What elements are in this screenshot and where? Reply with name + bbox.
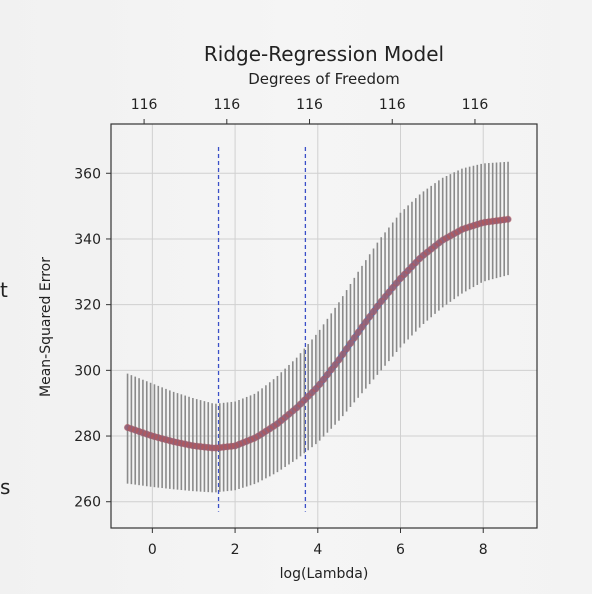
mse-point <box>319 375 328 384</box>
mse-point <box>366 313 374 321</box>
x-tick-label: 4 <box>313 542 322 558</box>
y-tick-label: 260 <box>74 495 101 511</box>
mse-point <box>354 328 362 336</box>
plot-frame <box>110 123 538 529</box>
mse-point <box>504 215 512 223</box>
mse-point <box>331 361 339 369</box>
x-axis-ticks: 0 2 4 6 8 <box>148 528 488 558</box>
x-tick-label: 6 <box>396 542 405 558</box>
y-tick-label: 360 <box>74 166 101 182</box>
y-tick-label: 340 <box>74 232 101 248</box>
top-tick-label: 116 <box>131 97 158 113</box>
y-tick-label: 300 <box>74 363 101 379</box>
top-tick-label: 116 <box>213 97 240 113</box>
mse-curve <box>123 215 512 452</box>
mse-point <box>350 334 358 342</box>
y-tick-label: 280 <box>74 429 101 445</box>
mse-point <box>346 339 355 347</box>
mse-point <box>362 318 370 326</box>
top-tick-label: 116 <box>462 97 489 113</box>
x-axis-label: log(Lambda) <box>280 566 369 582</box>
slide-text-fragment-1: t <box>0 278 8 302</box>
mse-point <box>373 302 381 310</box>
top-axis-label: Degrees of Freedom <box>248 70 400 88</box>
y-axis-label: Mean-Squared Error <box>38 257 54 397</box>
top-tick-label: 116 <box>379 97 406 113</box>
y-axis-ticks: 260 280 300 320 340 360 <box>74 166 111 511</box>
x-tick-label: 0 <box>148 542 157 558</box>
top-axis-ticks: 116 116 116 116 116 <box>131 97 489 124</box>
mse-point <box>327 366 335 374</box>
mse-point <box>358 323 366 331</box>
slide-text-fragment-2: s <box>0 475 11 499</box>
x-tick-label: 2 <box>231 542 240 558</box>
mse-point <box>323 370 332 379</box>
mse-point <box>335 356 343 364</box>
mse-point <box>343 345 351 353</box>
chart-title: Ridge-Regression Model <box>204 42 444 66</box>
mse-point <box>339 350 347 358</box>
mse-point <box>316 380 324 388</box>
x-tick-label: 8 <box>479 542 488 558</box>
y-tick-label: 320 <box>74 298 101 314</box>
mse-point <box>369 307 378 316</box>
top-tick-label: 116 <box>296 97 323 113</box>
